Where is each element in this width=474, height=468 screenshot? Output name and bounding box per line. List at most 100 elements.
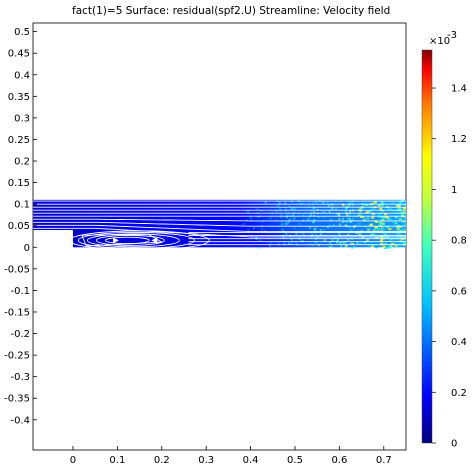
residual-speck bbox=[394, 244, 398, 247]
residual-speck bbox=[311, 234, 314, 237]
colorbar-tick-label: 0 bbox=[451, 439, 457, 450]
residual-speck bbox=[285, 216, 288, 219]
residual-speck bbox=[280, 216, 283, 219]
residual-speck bbox=[336, 241, 338, 244]
residual-speck bbox=[280, 221, 283, 224]
residual-speck bbox=[358, 233, 362, 236]
y-tick-label: 0.35 bbox=[8, 92, 30, 103]
residual-speck bbox=[338, 213, 340, 216]
x-tick-label: 0.3 bbox=[198, 455, 214, 466]
residual-speck bbox=[359, 243, 362, 246]
residual-speck bbox=[285, 214, 288, 217]
residual-speck bbox=[280, 214, 282, 217]
residual-speck bbox=[358, 210, 362, 213]
residual-speck bbox=[292, 213, 295, 216]
residual-speck bbox=[402, 220, 406, 223]
residual-speck bbox=[349, 210, 352, 213]
residual-speck bbox=[282, 236, 285, 239]
residual-speck bbox=[404, 235, 406, 238]
residual-speck bbox=[340, 241, 343, 244]
residual-speck bbox=[312, 244, 315, 247]
residual-speck bbox=[371, 202, 375, 205]
colorbar-tick-label: 0.4 bbox=[451, 337, 467, 348]
residual-speck bbox=[388, 228, 392, 231]
residual-speck bbox=[287, 220, 290, 223]
residual-speck bbox=[314, 227, 317, 230]
residual-speck bbox=[253, 227, 255, 230]
colorbar-tick-label: 1 bbox=[451, 185, 457, 196]
residual-speck bbox=[400, 214, 404, 217]
y-tick-label: 0.3 bbox=[14, 113, 30, 124]
residual-speck bbox=[257, 246, 260, 249]
residual-speck bbox=[385, 216, 389, 219]
residual-speck bbox=[380, 239, 383, 242]
residual-speck bbox=[275, 210, 278, 213]
residual-speck bbox=[403, 203, 406, 206]
x-tick-label: 0 bbox=[70, 455, 76, 466]
residual-speck bbox=[387, 246, 391, 249]
residual-speck bbox=[322, 211, 325, 214]
residual-speck bbox=[396, 232, 400, 235]
recirculation-streamline bbox=[86, 233, 180, 248]
residual-speck bbox=[356, 242, 359, 244]
residual-speck bbox=[363, 241, 367, 244]
x-tick-label: 0.5 bbox=[287, 455, 303, 466]
y-tick-label: 0 bbox=[24, 243, 30, 254]
residual-speck bbox=[390, 201, 394, 204]
residual-speck bbox=[331, 207, 334, 210]
residual-speck bbox=[269, 217, 272, 220]
residual-speck bbox=[331, 239, 334, 242]
residual-speck bbox=[278, 202, 281, 205]
residual-speck bbox=[374, 226, 378, 229]
residual-speck bbox=[320, 233, 323, 236]
recirculation-streamline bbox=[95, 234, 165, 246]
colorbar-multiplier: ×10 bbox=[429, 36, 450, 47]
y-axis: 0.5 0.45 0.4 0.35 0.3 0.25 0.2 0.15 0.1 0.05 0 -0.0… bbox=[4, 27, 37, 426]
residual-speck bbox=[322, 216, 325, 219]
residual-speck bbox=[287, 214, 290, 217]
residual-speck bbox=[285, 232, 288, 235]
colorbar-tick-label: 1.4 bbox=[451, 84, 467, 95]
colorbar-tick-label: 0.2 bbox=[451, 388, 467, 399]
residual-speck bbox=[349, 242, 352, 245]
residual-speck bbox=[301, 202, 304, 205]
residual-speck bbox=[363, 218, 367, 221]
y-tick-label: 0.1 bbox=[14, 200, 30, 211]
residual-speck bbox=[256, 208, 259, 211]
residual-speck bbox=[288, 205, 291, 208]
y-tick-label: 0.05 bbox=[8, 221, 30, 232]
residual-speck bbox=[338, 218, 341, 220]
residual-speck bbox=[367, 244, 371, 247]
residual-speck bbox=[290, 208, 293, 211]
residual-speck bbox=[269, 244, 271, 247]
residual-speck bbox=[346, 220, 348, 223]
residual-speck bbox=[278, 200, 281, 203]
residual-speck bbox=[344, 224, 347, 227]
residual-speck bbox=[312, 202, 315, 205]
residual-speck bbox=[380, 201, 384, 203]
residual-speck bbox=[277, 241, 280, 244]
residual-speck bbox=[399, 201, 403, 204]
residual-speck bbox=[371, 216, 375, 219]
residual-speck bbox=[328, 246, 331, 249]
residual-speck bbox=[344, 210, 347, 213]
residual-speck bbox=[397, 205, 401, 208]
residual-speck bbox=[322, 201, 325, 204]
residual-speck bbox=[403, 217, 406, 220]
x-tick-label: 0.2 bbox=[154, 455, 170, 466]
residual-speck bbox=[247, 229, 250, 232]
residual-speck bbox=[313, 206, 316, 209]
residual-speck bbox=[342, 217, 344, 220]
streamline-arrow bbox=[112, 237, 119, 244]
x-tick-label: 0.7 bbox=[376, 455, 392, 466]
residual-speck bbox=[384, 233, 388, 236]
residual-speck bbox=[404, 221, 406, 224]
residual-speck bbox=[336, 212, 339, 215]
residual-speck bbox=[381, 216, 385, 219]
residual-speck bbox=[380, 242, 384, 245]
residual-speck bbox=[319, 229, 322, 232]
residual-speck bbox=[402, 211, 406, 213]
residual-speck bbox=[255, 236, 258, 239]
colorbar-tick-label: 0.8 bbox=[451, 236, 467, 247]
residual-speck bbox=[323, 239, 326, 242]
